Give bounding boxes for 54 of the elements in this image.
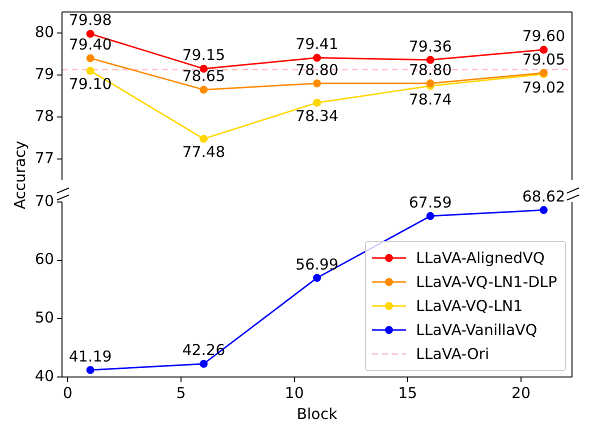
data-label: 56.99 [296, 255, 338, 274]
y-axis-title: Accuracy [11, 140, 29, 210]
legend-label: LLaVA-AlignedVQ [416, 249, 545, 267]
y-tick-label: 78 [34, 106, 54, 125]
data-label: 79.40 [68, 36, 112, 54]
y-tick-label: 77 [34, 148, 54, 167]
x-tick-label: 5 [176, 384, 186, 402]
point [426, 79, 434, 88]
point [426, 212, 434, 220]
point [200, 360, 208, 368]
point [86, 30, 94, 38]
x-tick-label: 15 [398, 384, 418, 402]
legend-label: LLaVA-VanillaVQ [416, 321, 538, 339]
legend-label: LLaVA-VQ-LN1 [416, 297, 523, 315]
data-label: 78.80 [296, 60, 338, 79]
data-label: 78.74 [408, 90, 452, 108]
y-tick-label: 40 [34, 366, 54, 385]
data-label: 78.65 [182, 67, 226, 86]
point [86, 366, 94, 374]
data-label: 79.41 [296, 35, 338, 54]
data-label: 67.59 [408, 193, 452, 212]
data-label: 79.05 [522, 50, 566, 68]
legend-label: LLaVA-VQ-LN1-DLP [416, 273, 558, 291]
y-tick-label: 50 [34, 308, 54, 327]
point [426, 56, 434, 64]
data-label: 41.19 [68, 347, 112, 366]
data-label: 79.98 [68, 11, 112, 30]
data-label: 79.02 [522, 78, 566, 97]
point [86, 54, 94, 62]
data-label: 79.15 [182, 46, 226, 64]
point [200, 86, 208, 94]
point [313, 54, 321, 62]
point [313, 274, 321, 282]
x-tick-label: 10 [284, 384, 304, 402]
point [200, 134, 208, 143]
data-label: 79.60 [522, 27, 566, 46]
legend-label: LLaVA-Ori [416, 345, 490, 363]
y-tick-label: 60 [34, 250, 54, 268]
data-label: 78.34 [296, 107, 338, 126]
data-label: 79.10 [68, 75, 112, 94]
y-tick-label: 79 [34, 64, 54, 83]
point [313, 79, 321, 88]
x-tick-label: 0 [62, 384, 72, 402]
data-label: 68.62 [522, 187, 566, 206]
point [313, 98, 321, 107]
data-label: 78.80 [408, 60, 452, 79]
data-label: 79.36 [408, 37, 452, 56]
data-label: 77.48 [182, 143, 226, 162]
x-axis-title: Block [296, 404, 338, 423]
point [86, 66, 94, 75]
y-tick-label: 70 [34, 192, 54, 210]
x-tick-label: 20 [511, 384, 531, 402]
y-tick-label: 80 [34, 22, 54, 41]
point [540, 206, 548, 214]
